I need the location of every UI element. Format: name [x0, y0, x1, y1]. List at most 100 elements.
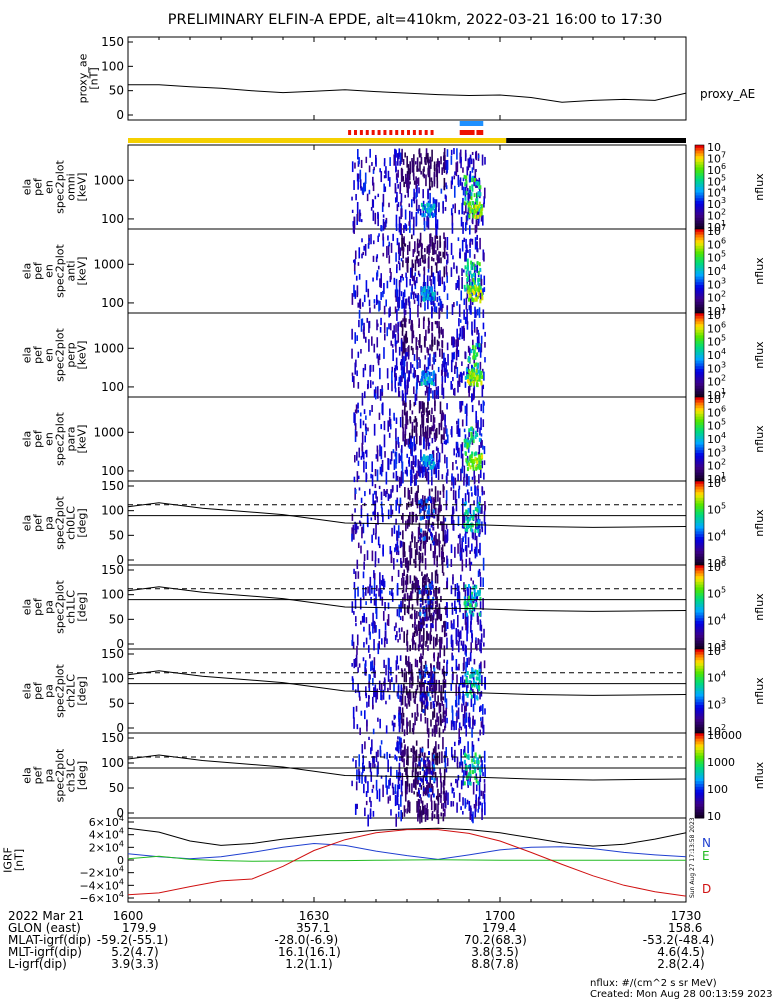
spectrogram-cell [367, 380, 369, 389]
spectrogram-cell [428, 427, 431, 439]
spectrogram-cell [372, 667, 375, 673]
spectrogram-cell [433, 707, 436, 718]
spectrogram-cell [399, 756, 401, 762]
spectrogram-cell [467, 525, 470, 530]
spectrogram-cell [427, 466, 430, 471]
colorbar-label: nflux [753, 257, 766, 285]
spectrogram-cell [433, 667, 436, 672]
spectrogram-cell [472, 277, 475, 282]
spectrogram-cell [481, 716, 484, 729]
spectrogram-cell [416, 791, 419, 797]
spectrogram-cell [443, 775, 446, 786]
colorbar-swatch [695, 556, 704, 560]
spectrogram-cell [434, 464, 437, 474]
y-axis-label: pef [32, 261, 45, 280]
spectrogram-cell [399, 275, 402, 283]
colorbar-tick: 104 [707, 528, 726, 543]
spectrogram-cell [421, 616, 424, 629]
spectrogram-cell [467, 741, 469, 754]
spectrogram-cell [434, 351, 437, 358]
spectrogram-cell [468, 271, 471, 283]
spectrogram-cell [411, 211, 413, 220]
spectrogram-cell [483, 642, 485, 647]
spectrogram-cell [408, 318, 411, 324]
spectrogram-cell [468, 443, 471, 448]
spectrogram-cell [444, 194, 447, 199]
spectrogram-cell [460, 444, 463, 448]
spectrogram-cell [353, 260, 356, 272]
spectrogram-cell [460, 748, 463, 758]
spectrogram-cell [443, 670, 446, 680]
spectrogram-cell [401, 812, 403, 820]
spectrogram-cell [445, 185, 448, 190]
spectrogram-cell [432, 764, 435, 769]
spectrogram-cell [410, 486, 413, 495]
spectrogram-cell [464, 375, 467, 380]
spectrogram-cell [372, 511, 374, 515]
spectrogram-cell [443, 352, 445, 364]
colorbar-swatch [695, 815, 704, 819]
spectrogram-cell [472, 351, 475, 356]
colorbar-swatch [695, 189, 704, 194]
spectrogram-cell [428, 536, 431, 540]
spectrogram-cell [351, 348, 353, 359]
spectrogram-cell [441, 551, 443, 560]
spectrogram-cell [431, 580, 434, 585]
x-tick-label: 1700 [485, 909, 516, 923]
spectrogram-cell [435, 795, 438, 800]
spectrogram-cell [479, 291, 482, 301]
spectrogram-cell [385, 775, 387, 788]
spectrogram-cell [475, 219, 478, 230]
colorbar-swatch [695, 721, 704, 726]
spectrogram-cell [403, 594, 406, 599]
spectrogram-cell [417, 459, 420, 468]
spectrogram-cell [416, 684, 419, 691]
spectrogram-cell [472, 466, 475, 471]
spectrogram-cell [420, 401, 422, 410]
spectrogram-cell [382, 544, 384, 557]
spectrogram-cell [465, 645, 467, 656]
spectrogram-cell [428, 782, 431, 791]
spectrogram-cell [406, 717, 408, 729]
spectrogram-cell [470, 561, 473, 565]
spectrogram-cell [353, 568, 355, 575]
spectrogram-cell [405, 466, 408, 475]
spectrogram-cell [476, 508, 479, 513]
spectrogram-cell [465, 272, 468, 277]
colorbar-swatch [695, 744, 704, 748]
spectrogram-cell [408, 661, 410, 675]
colorbar-swatch [695, 663, 704, 667]
colorbar-tick: 103 [707, 696, 726, 711]
colorbar-swatch [695, 472, 704, 476]
spectrogram-cell [446, 622, 449, 630]
spectrogram-cell [372, 182, 375, 192]
spectrogram-cell [429, 775, 432, 784]
spectrogram-cell [364, 336, 367, 343]
spectrogram-cell [466, 378, 469, 383]
spectrogram-cell [450, 180, 453, 189]
spectrogram-cell [395, 813, 398, 827]
spectrogram-cell [465, 712, 468, 723]
spectrogram-cell [370, 800, 372, 808]
spectrogram-cell [404, 768, 406, 772]
spectrogram-cell [401, 707, 404, 714]
spectrogram-cell [432, 665, 435, 670]
spectrogram-cell [400, 515, 403, 520]
spectrogram-cell [396, 237, 399, 246]
science-zone-dash [359, 130, 363, 135]
colorbar-swatch [695, 781, 704, 785]
spectrogram-cell [439, 299, 442, 306]
spectrogram-cell [404, 321, 407, 328]
spectrogram-cell [383, 334, 386, 341]
spectrogram-cell [360, 497, 363, 503]
spectrogram-cell [425, 329, 427, 341]
spectrogram-cell [445, 182, 447, 188]
colorbar-swatch [695, 385, 704, 390]
spectrogram-cell [452, 671, 454, 681]
spectrogram-cell [405, 298, 408, 306]
spectrogram-cell [392, 330, 394, 339]
spectrogram-cell [466, 671, 469, 676]
spectrogram-cell [443, 151, 446, 162]
spectrogram-cell [400, 698, 403, 706]
